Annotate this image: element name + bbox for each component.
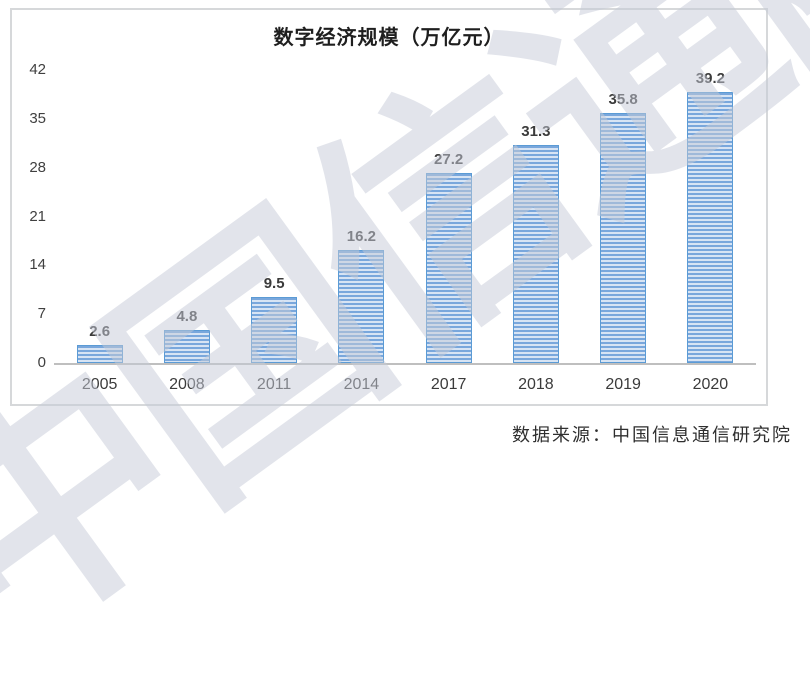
bars: 2.6 4.8 9.5 16.2 27.2 31.3 35.8 39.2 (56, 70, 754, 363)
x-axis-label: 2014 (343, 376, 380, 393)
bar-value-label: 4.8 (176, 308, 198, 325)
bar-column: 27.2 (405, 70, 492, 363)
chart-card: 数字经济规模（万亿元） 0 7 14 21 28 35 42 2.6 4.8 9.5 16.2 27… (10, 8, 768, 406)
y-axis-tick: 14 (29, 256, 46, 273)
bar-value-label: 35.8 (608, 91, 638, 108)
bar-value-label: 2.6 (89, 323, 111, 340)
y-axis-tick: 35 (29, 110, 46, 127)
x-axis-label: 2020 (692, 376, 729, 393)
x-axis-label: 2017 (430, 376, 467, 393)
bar (163, 330, 210, 363)
bar-column: 2.6 (56, 70, 143, 363)
y-axis: 0 7 14 21 28 35 42 (12, 61, 50, 371)
y-axis-tick: 7 (37, 305, 46, 322)
x-axis-label: 2018 (518, 376, 554, 393)
bar-value-label: 31.3 (521, 123, 551, 140)
y-axis-tick: 0 (37, 354, 46, 371)
bar-column: 35.8 (580, 70, 667, 363)
bar-value-label: 16.2 (346, 228, 376, 245)
x-axis-labels: 2005 2008 2011 2014 2017 2018 2019 2020 (56, 376, 754, 394)
bar (76, 345, 123, 363)
x-axis-label: 2011 (256, 376, 292, 393)
bar (251, 297, 298, 363)
y-axis-tick: 28 (29, 159, 46, 176)
y-axis-tick: 21 (29, 208, 46, 225)
bar-value-label: 9.5 (263, 275, 285, 292)
x-axis-line (54, 363, 756, 365)
bar (600, 113, 647, 363)
x-axis-label: 2005 (81, 376, 118, 393)
bar-value-label: 39.2 (695, 70, 725, 87)
x-axis-label: 2008 (169, 376, 205, 393)
bar-column: 16.2 (318, 70, 405, 363)
source-note: 数据来源：中国信息通信研究院 (512, 425, 792, 445)
bar (687, 92, 734, 363)
y-axis-tick: 42 (29, 61, 46, 78)
bar-column: 9.5 (231, 70, 318, 363)
bar (425, 173, 472, 363)
plot-area: 2.6 4.8 9.5 16.2 27.2 31.3 35.8 39.2 (56, 70, 754, 363)
bar-column: 39.2 (667, 70, 754, 363)
bar-column: 4.8 (143, 70, 230, 363)
chart-title: 数字经济规模（万亿元） (273, 27, 505, 49)
x-axis-label: 2019 (605, 376, 641, 393)
bar (512, 145, 559, 363)
bar (338, 250, 385, 363)
bar-column: 31.3 (492, 70, 579, 363)
bar-value-label: 27.2 (434, 151, 464, 168)
